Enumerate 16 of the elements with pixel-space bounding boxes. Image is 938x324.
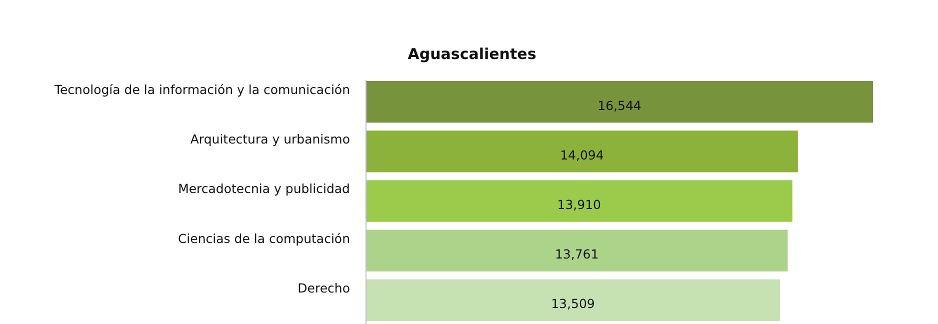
y-tick-label: Derecho [298,280,350,296]
data-label: 13,761 [554,246,599,262]
bar [366,230,788,272]
y-tick-label: Ciencias de la computación [178,230,350,246]
bar [366,279,780,322]
data-label: 16,544 [598,98,642,113]
y-tick-label: Tecnología de la información y la comunicación [53,82,350,97]
chart-title: Aguascalientes [408,45,536,63]
data-label: 13,910 [557,197,602,212]
bar [366,130,798,172]
bar [366,180,792,222]
data-label: 14,094 [560,147,604,162]
y-tick-label: Arquitectura y urbanismo [190,132,350,147]
data-label: 13,509 [551,296,595,312]
bar [366,80,873,123]
y-tick-label: Mercadotecnia y publicidad [178,181,350,196]
